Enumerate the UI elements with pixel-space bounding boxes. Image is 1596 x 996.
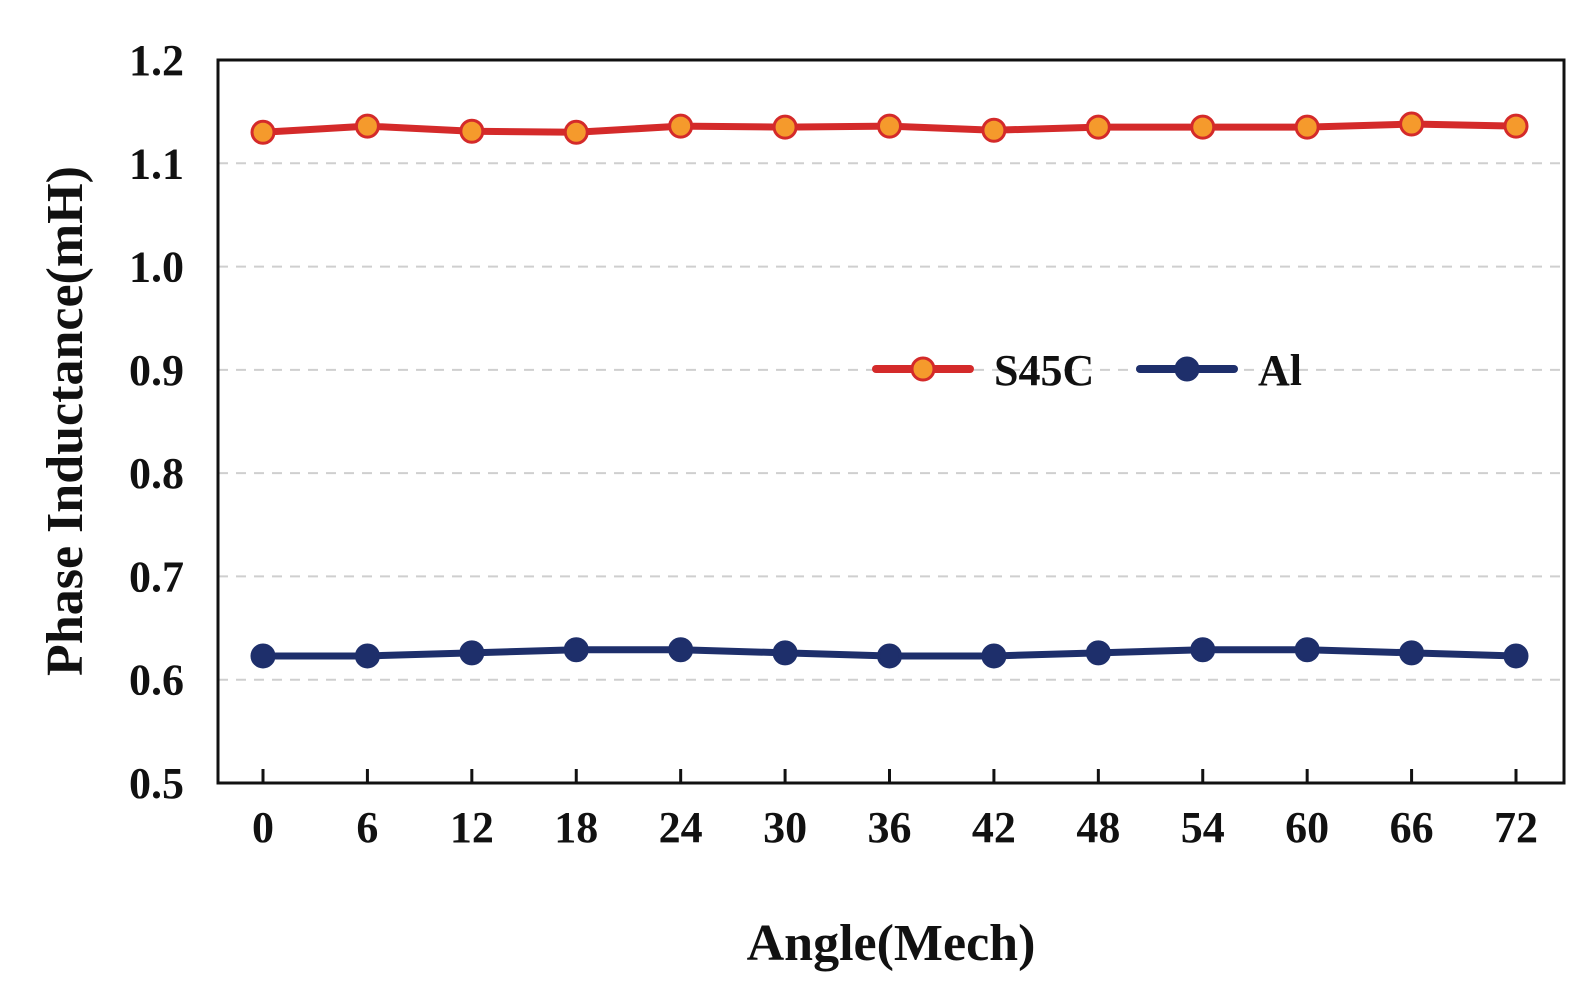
data-point-al xyxy=(981,643,1007,669)
y-tick-label: 0.8 xyxy=(129,449,184,498)
x-axis: 0 6 12 18 24 30 36 42 48 54 60 66 72 xyxy=(252,769,1538,852)
data-point-al xyxy=(1190,637,1216,663)
x-tick-label: 54 xyxy=(1181,803,1225,852)
data-point-al xyxy=(877,643,902,669)
y-axis-title: Phase Inductance(mH) xyxy=(37,166,94,676)
legend: S45C Al xyxy=(872,346,1302,395)
x-tick-label: 66 xyxy=(1390,803,1434,852)
plot-frame xyxy=(216,58,1566,785)
data-point-al xyxy=(1294,637,1320,663)
y-tick-label: 0.7 xyxy=(129,552,184,601)
data-point-s45c xyxy=(981,117,1007,143)
data-point-al xyxy=(1503,643,1529,669)
data-point-s45c xyxy=(877,113,902,139)
data-point-s45c xyxy=(1503,113,1529,139)
series-layer xyxy=(250,111,1529,669)
y-tick-label: 0.6 xyxy=(129,656,184,705)
x-tick-label: 60 xyxy=(1285,803,1329,852)
y-axis: 0.5 0.6 0.7 0.8 0.9 1.0 1.1 1.2 xyxy=(129,36,184,808)
y-tick-label: 1.0 xyxy=(129,243,184,292)
x-tick-label: 30 xyxy=(763,803,807,852)
data-point-s45c xyxy=(459,118,485,144)
y-tick-label: 1.2 xyxy=(129,36,184,85)
data-point-s45c xyxy=(1085,114,1111,140)
data-point-al xyxy=(668,637,694,663)
data-point-al xyxy=(250,643,276,669)
data-point-s45c xyxy=(563,119,589,145)
legend-marker-al xyxy=(1174,356,1200,382)
x-tick-label: 36 xyxy=(868,803,912,852)
y-tick-label: 0.9 xyxy=(129,346,184,395)
y-tick-label: 0.5 xyxy=(129,759,184,808)
grid-lines xyxy=(218,162,1564,681)
data-point-al xyxy=(1085,640,1111,666)
legend-label-al: Al xyxy=(1258,346,1302,395)
x-tick-label: 48 xyxy=(1076,803,1120,852)
x-tick-label: 18 xyxy=(554,803,598,852)
data-point-s45c xyxy=(1190,114,1216,140)
x-axis-title: Angle(Mech) xyxy=(747,915,1036,972)
data-point-s45c xyxy=(668,113,694,139)
x-tick-label: 12 xyxy=(450,803,494,852)
data-point-al xyxy=(1399,640,1425,666)
data-point-al xyxy=(354,643,380,669)
data-point-s45c xyxy=(772,114,798,140)
data-point-al xyxy=(563,637,589,663)
data-point-s45c xyxy=(250,119,276,145)
x-tick-label: 6 xyxy=(356,803,378,852)
legend-marker-s45c xyxy=(910,356,936,382)
data-point-al xyxy=(772,640,798,666)
data-point-s45c xyxy=(1399,111,1425,137)
x-tick-label: 0 xyxy=(252,803,274,852)
data-point-s45c xyxy=(354,113,380,139)
x-tick-label: 42 xyxy=(972,803,1016,852)
legend-label-s45c: S45C xyxy=(994,346,1094,395)
data-point-al xyxy=(459,640,485,666)
y-tick-label: 1.1 xyxy=(129,139,184,188)
x-tick-label: 72 xyxy=(1494,803,1538,852)
x-tick-label: 24 xyxy=(659,803,703,852)
data-point-s45c xyxy=(1294,114,1320,140)
